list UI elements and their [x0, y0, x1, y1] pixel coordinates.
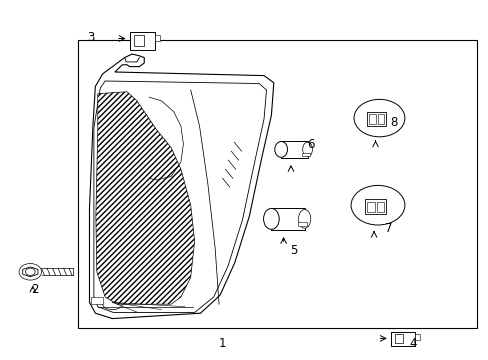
- Text: 3: 3: [86, 31, 94, 44]
- Text: 4: 4: [408, 337, 416, 350]
- Bar: [302, 153, 309, 156]
- Bar: [376, 202, 383, 212]
- Circle shape: [25, 268, 35, 275]
- Text: 8: 8: [389, 116, 397, 129]
- Polygon shape: [89, 54, 273, 319]
- Ellipse shape: [302, 142, 312, 157]
- Bar: [365, 199, 385, 214]
- Bar: [366, 202, 374, 212]
- Bar: [366, 112, 386, 126]
- Circle shape: [353, 99, 404, 137]
- Ellipse shape: [298, 210, 310, 228]
- Bar: [298, 222, 306, 226]
- Text: 7: 7: [384, 222, 392, 235]
- Text: 1: 1: [218, 337, 226, 350]
- Circle shape: [350, 185, 404, 225]
- Text: 2: 2: [31, 283, 39, 296]
- Polygon shape: [94, 81, 266, 312]
- Bar: [134, 35, 144, 46]
- Polygon shape: [96, 92, 194, 304]
- Ellipse shape: [274, 141, 287, 157]
- Polygon shape: [22, 267, 38, 276]
- Bar: [155, 35, 160, 41]
- Bar: [394, 334, 402, 343]
- Text: 5: 5: [289, 244, 297, 257]
- Ellipse shape: [263, 208, 279, 229]
- Bar: [377, 114, 384, 124]
- Bar: [390, 332, 414, 346]
- Bar: [414, 334, 419, 340]
- Bar: [271, 208, 304, 230]
- Bar: [368, 114, 375, 124]
- Text: 6: 6: [306, 138, 314, 150]
- Bar: [78, 40, 476, 328]
- Bar: [281, 141, 307, 158]
- Bar: [129, 32, 155, 50]
- Bar: [91, 297, 103, 304]
